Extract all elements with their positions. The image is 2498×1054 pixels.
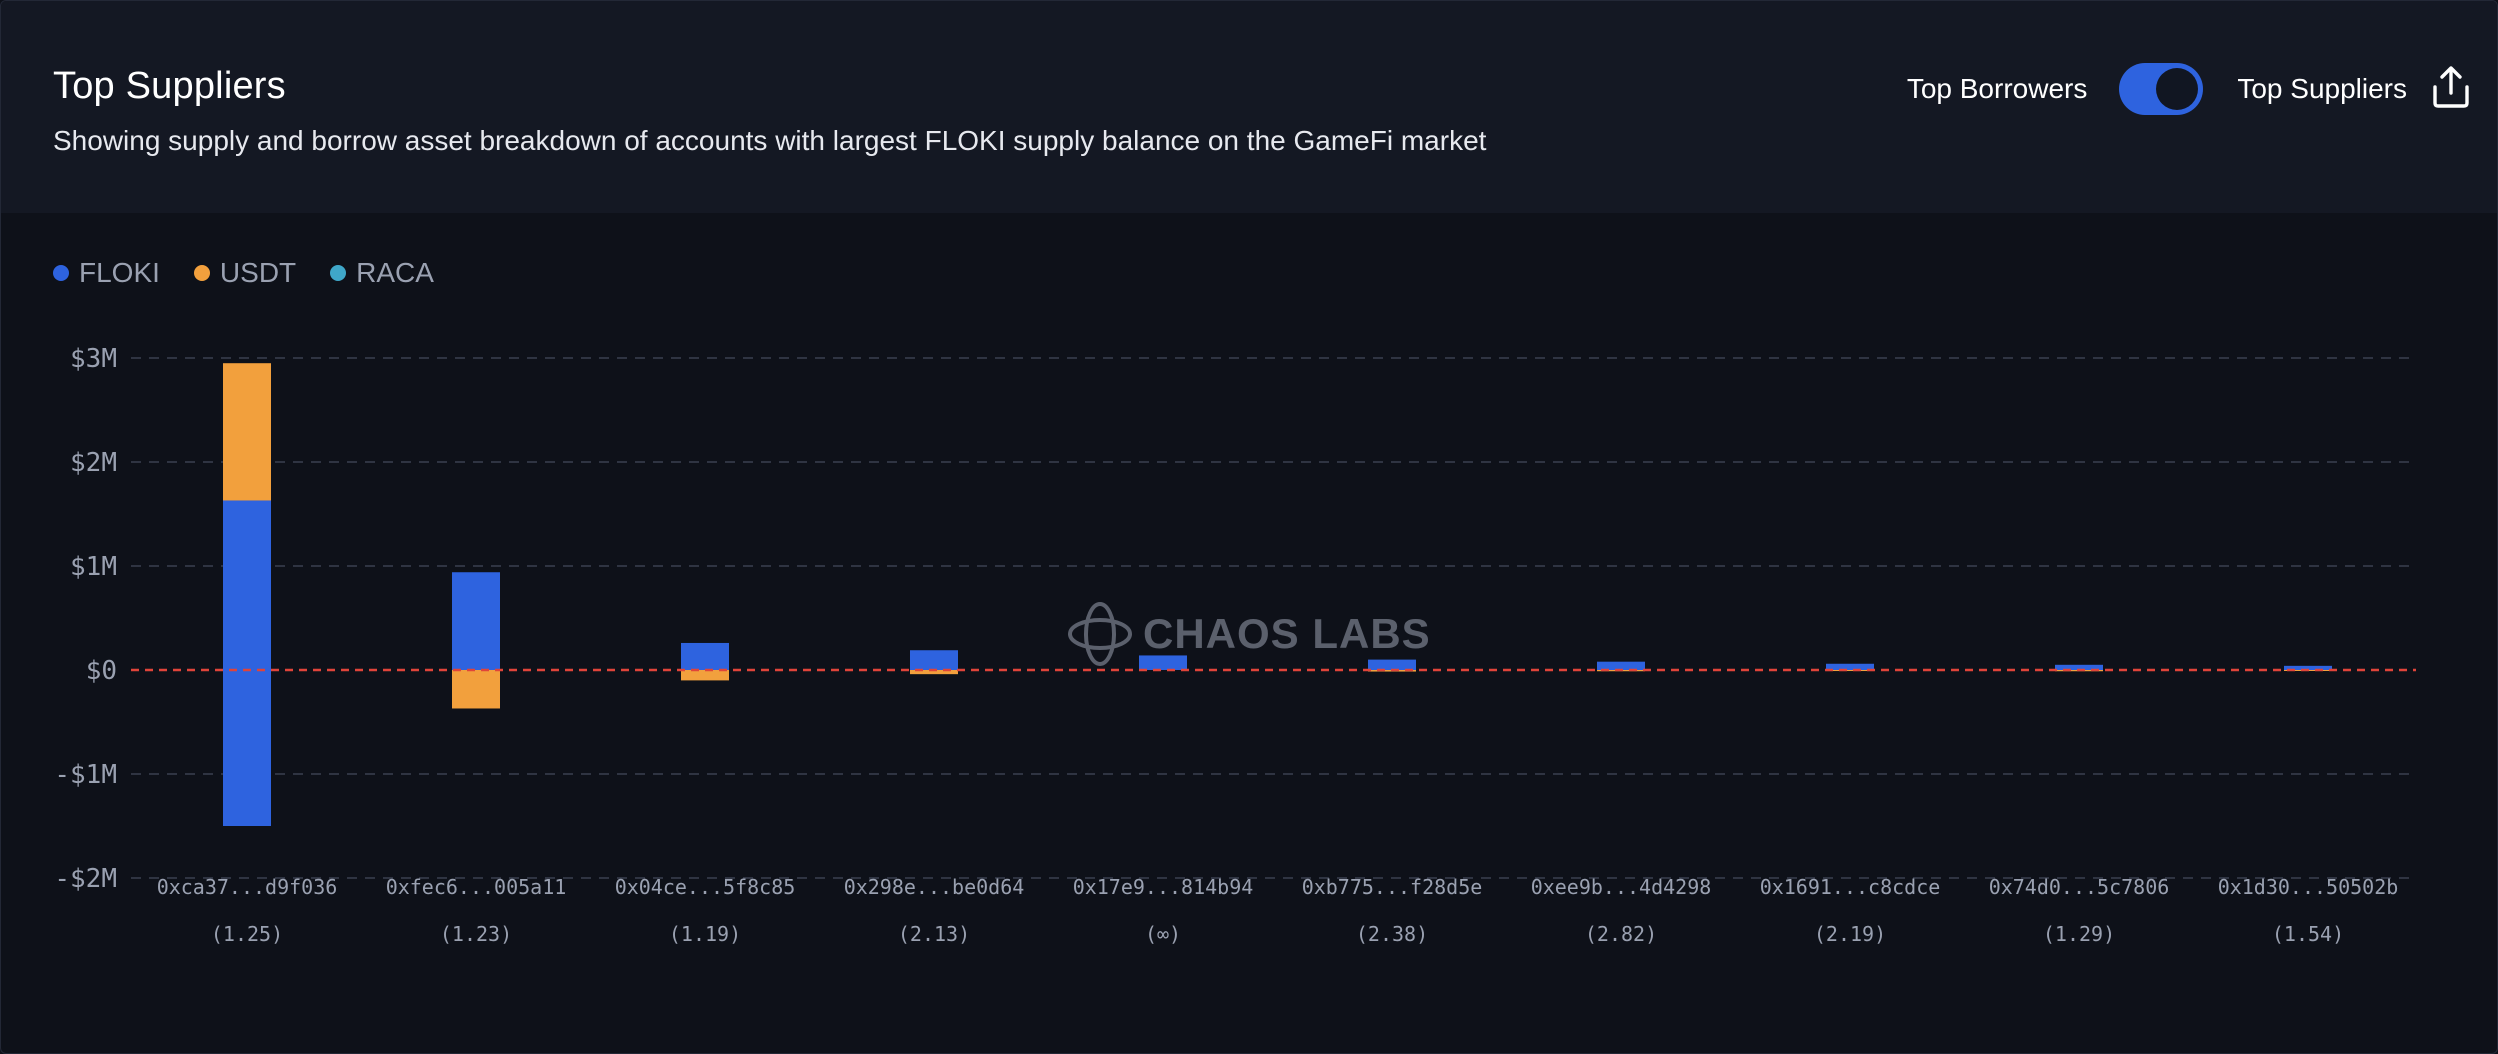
health-factor-label: (1.54) (2272, 922, 2344, 946)
x-tick-label: 0x17e9...814b94 (1073, 875, 1254, 899)
legend-item-floki[interactable]: FLOKI (53, 257, 160, 289)
bar-segment-floki-supply (1139, 655, 1187, 670)
suppliers-borrowers-switch[interactable] (2119, 63, 2204, 115)
x-tick-label: 0x74d0...5c7806 (1989, 875, 2170, 899)
health-factor-label: (1.25) (211, 922, 283, 946)
bar-segment-floki-supply (1597, 661, 1645, 670)
chart-legend: FLOKI USDT RACA (53, 257, 468, 289)
chaos-labs-watermark: CHAOS LABS (1067, 599, 1431, 669)
y-tick-label: -$1M (54, 760, 117, 790)
toggle-label-top-suppliers[interactable]: Top Suppliers (2237, 73, 2407, 104)
legend-item-raca[interactable]: RACA (330, 257, 434, 289)
chaos-labs-logo-icon (1068, 602, 1132, 666)
bar-segment-usdt-borrow (452, 670, 500, 709)
toggle-label-top-borrowers[interactable]: Top Borrowers (1906, 73, 2088, 104)
health-factor-label: (2.82) (1585, 922, 1657, 946)
x-tick-label: 0xfec6...005a11 (386, 875, 567, 899)
health-factor-label: (1.29) (2043, 922, 2115, 946)
card-header: Top Suppliers Showing supply and borrow … (1, 1, 2497, 213)
legend-label-raca: RACA (356, 257, 434, 288)
bar-segment-floki-supply (681, 642, 729, 670)
watermark-text: CHAOS LABS (1143, 610, 1431, 657)
suppliers-borrowers-toggle-group: Top Borrowers Top Suppliers (1907, 59, 2407, 119)
card-subtitle: Showing supply and borrow asset breakdow… (53, 125, 1487, 156)
y-tick-label: $0 (86, 656, 117, 686)
legend-item-usdt[interactable]: USDT (193, 257, 297, 289)
y-tick-label: $1M (70, 552, 117, 582)
x-tick-label: 0xee9b...4d4298 (1531, 875, 1712, 899)
card-title: Top Suppliers (53, 65, 286, 107)
bar-segment-floki-borrow (223, 670, 271, 826)
health-factor-label: (∞) (1145, 922, 1181, 946)
legend-dot-raca (330, 265, 347, 281)
health-factor-label: (1.19) (669, 922, 741, 946)
bar-segment-floki-supply (2284, 665, 2332, 670)
x-tick-label: 0x04ce...5f8c85 (615, 875, 796, 899)
x-tick-label: 0xca37...d9f036 (157, 875, 338, 899)
bar-segment-floki-supply (452, 572, 500, 670)
legend-dot-floki (53, 265, 69, 281)
bar-segment-usdt-borrow (1826, 670, 1874, 672)
y-tick-label: $2M (70, 448, 117, 478)
health-factor-label: (2.13) (898, 922, 970, 946)
bar-segment-usdt-borrow (681, 670, 729, 681)
x-tick-label: 0xb775...f28d5e (1302, 875, 1483, 899)
bar-segment-floki-supply (1826, 663, 1874, 670)
legend-label-usdt: USDT (219, 257, 297, 288)
bar-segment-floki-supply (2055, 664, 2103, 670)
bar-segment-floki-supply (1368, 659, 1416, 670)
health-factor-label: (2.38) (1356, 922, 1428, 946)
share-export-icon[interactable] (2427, 63, 2475, 111)
switch-knob (2156, 68, 2199, 110)
bar-segment-usdt-supply (223, 363, 271, 501)
bar-segment-floki-supply (223, 500, 271, 670)
bar-segment-usdt-borrow (910, 670, 958, 675)
bar-segment-floki-supply (910, 650, 958, 670)
x-tick-label: 0x1d30...50502b (2218, 875, 2399, 899)
legend-label-floki: FLOKI (79, 257, 160, 288)
health-factor-label: (2.19) (1814, 922, 1886, 946)
x-tick-label: 0x1691...c8cdce (1760, 875, 1941, 899)
health-factor-label: (1.23) (440, 922, 512, 946)
y-tick-label: $3M (70, 344, 117, 374)
x-tick-label: 0x298e...be0d64 (844, 875, 1025, 899)
legend-dot-usdt (193, 265, 210, 281)
y-tick-label: -$2M (54, 864, 117, 894)
